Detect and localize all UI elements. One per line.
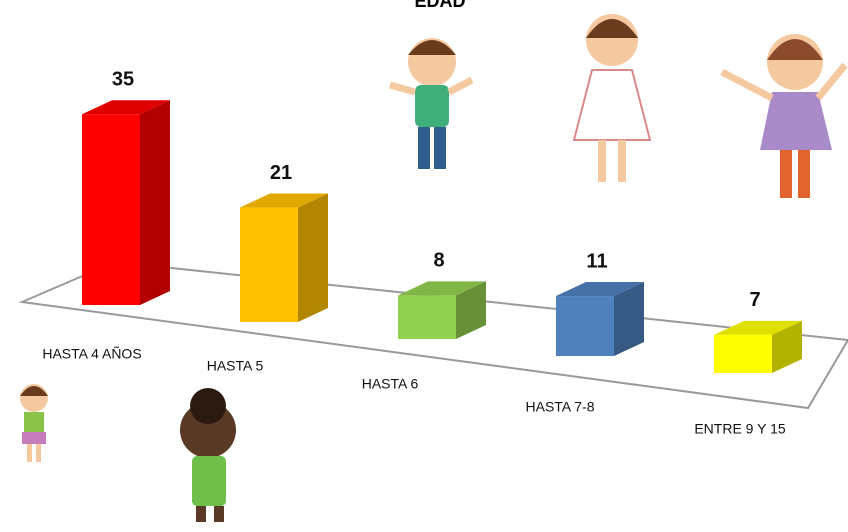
- category-label: HASTA 7-8: [526, 399, 595, 415]
- value-label: 11: [586, 250, 607, 272]
- bar: [82, 114, 140, 305]
- bar-side: [140, 100, 170, 305]
- bar-top: [398, 281, 486, 296]
- value-label: 35: [112, 69, 134, 91]
- category-label: HASTA 5: [207, 358, 264, 374]
- bar-top: [240, 193, 328, 208]
- bar-top-shade: [556, 282, 644, 297]
- bar: [240, 207, 298, 322]
- kid-girl-purple: [720, 34, 848, 198]
- bar-side: [772, 320, 802, 373]
- bar-side-shade: [298, 193, 328, 322]
- bar-top-shade: [240, 193, 328, 208]
- bar-side: [456, 281, 486, 339]
- bar-top: [714, 320, 802, 335]
- bar-top: [556, 282, 644, 297]
- kid-boy: [389, 38, 474, 169]
- bar-side: [614, 282, 644, 356]
- bar-top-shade: [714, 320, 802, 335]
- category-label: HASTA 4 AÑOS: [42, 346, 141, 362]
- bar-side-shade: [140, 100, 170, 305]
- bar-side-shade: [614, 282, 644, 356]
- bar: [556, 296, 614, 356]
- category-label: ENTRE 9 Y 15: [694, 421, 786, 437]
- bar-side-shade: [772, 320, 802, 373]
- chart-title: EDAD: [414, 0, 465, 11]
- bar: [398, 295, 456, 339]
- bar-top-shade: [398, 281, 486, 296]
- value-label: 7: [749, 289, 760, 311]
- bar-top: [82, 100, 170, 115]
- bar: [714, 334, 772, 373]
- bar-side-shade: [456, 281, 486, 339]
- category-label: HASTA 6: [362, 376, 419, 392]
- value-label: 8: [433, 250, 444, 272]
- value-label: 21: [270, 162, 292, 184]
- kid-girl-dress: [572, 14, 652, 182]
- kid-boy-overalls: [180, 388, 236, 522]
- bar-side: [298, 193, 328, 322]
- bar-top-shade: [82, 100, 170, 115]
- kid-small-girl: [20, 384, 48, 462]
